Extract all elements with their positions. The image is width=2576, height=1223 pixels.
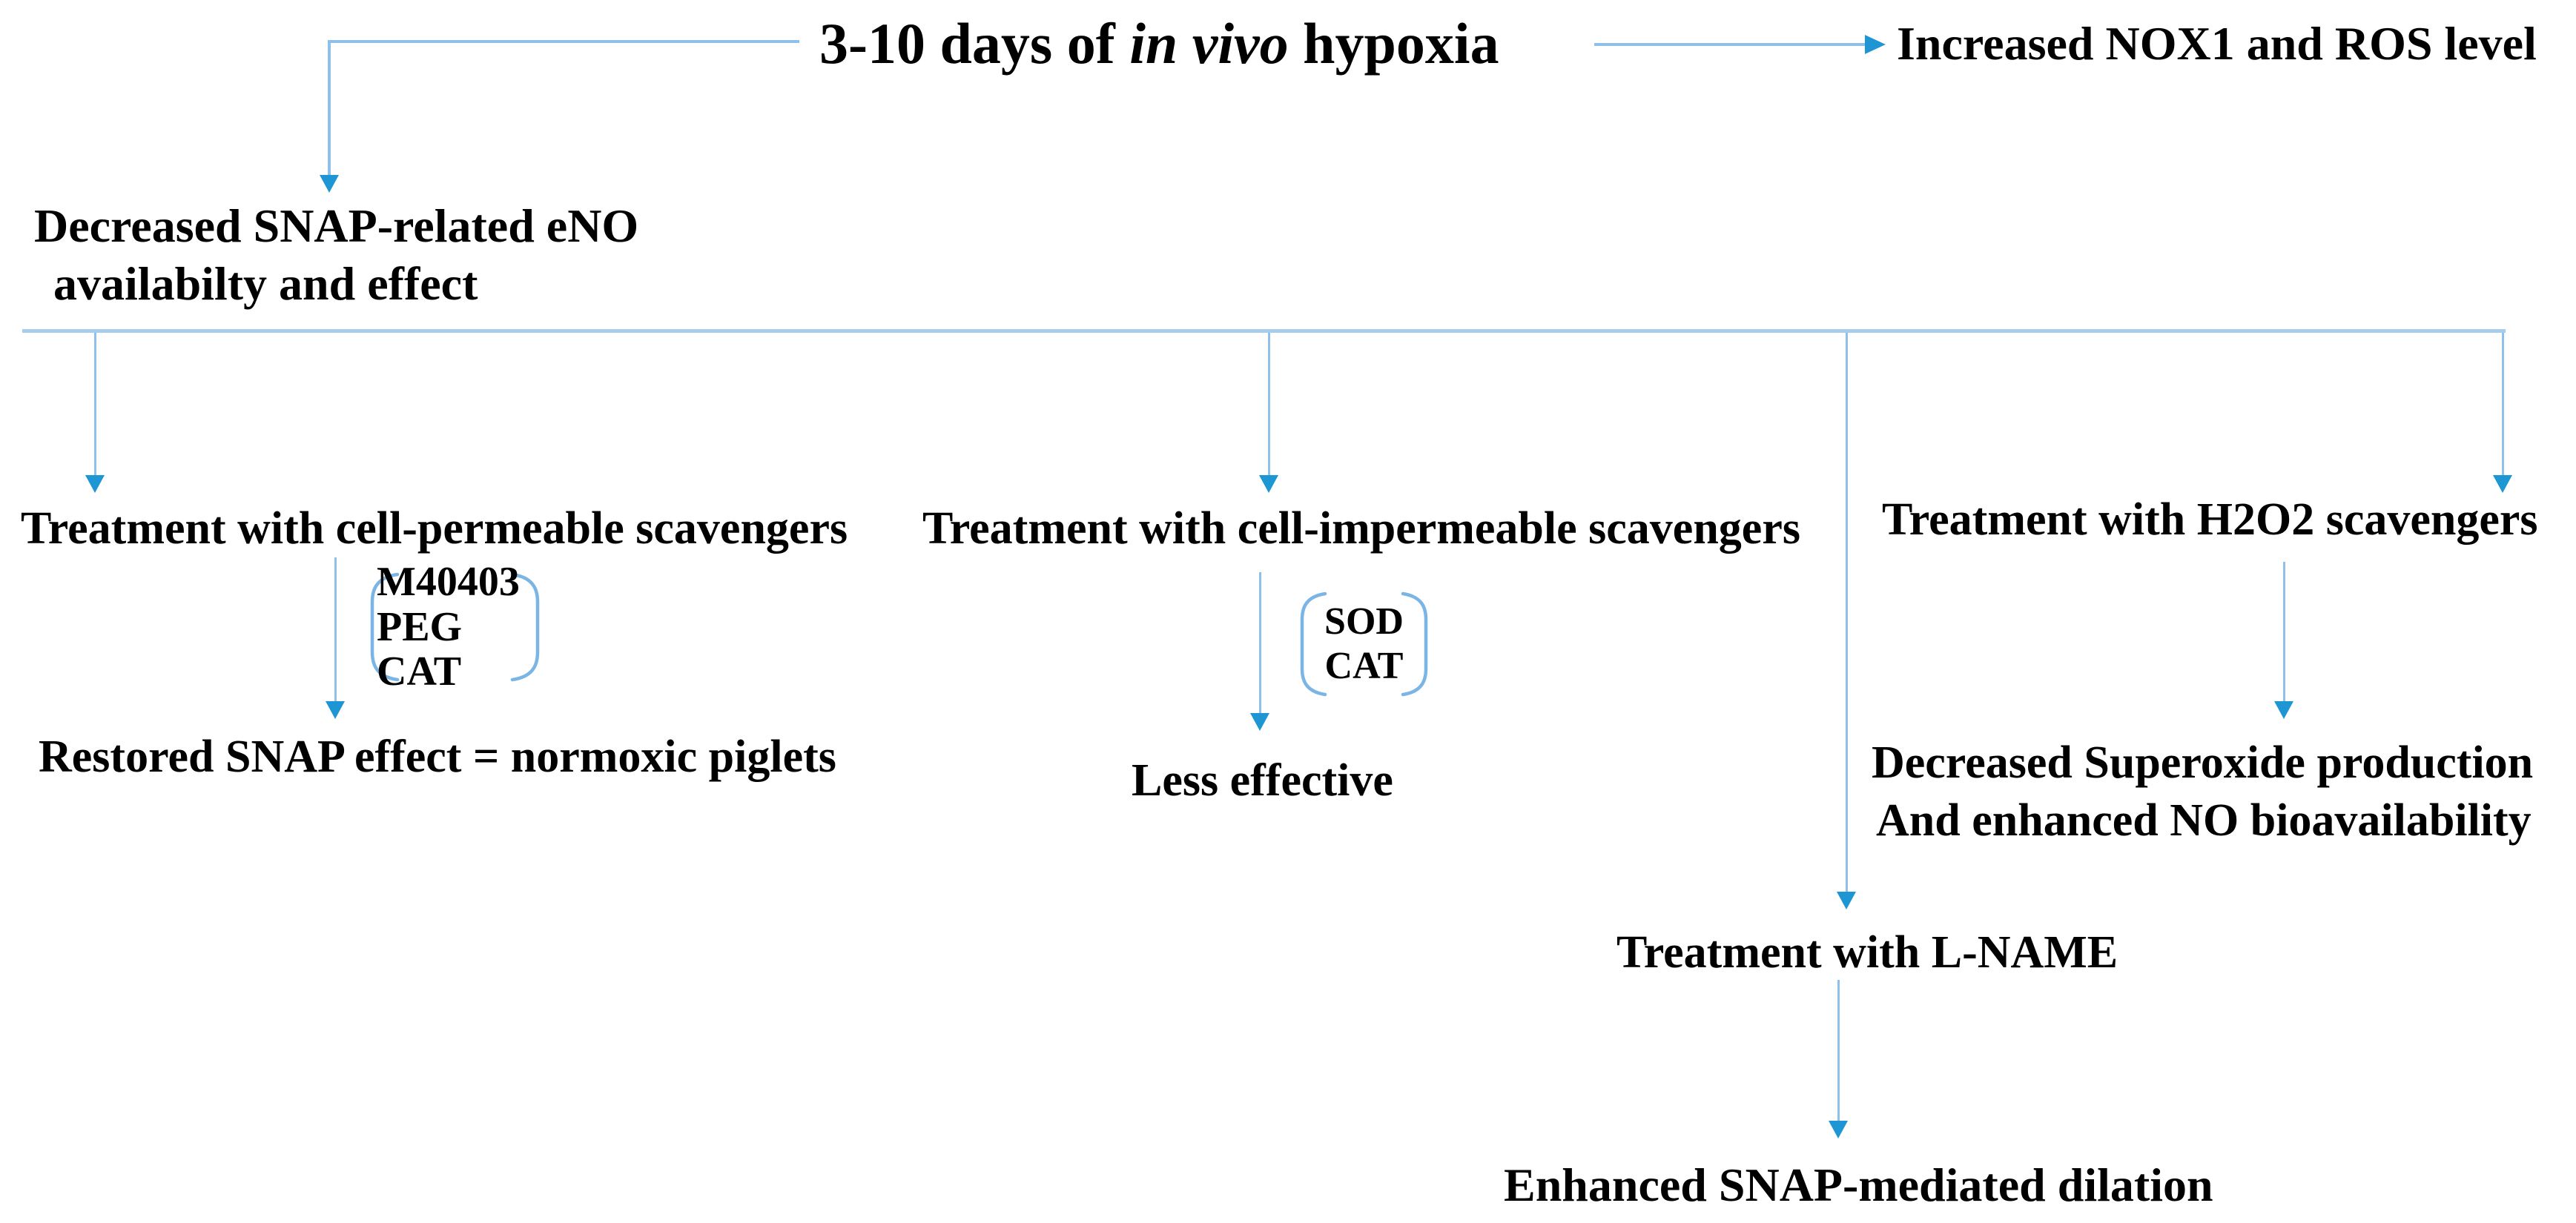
arrowhead-down-icon — [2493, 475, 2512, 493]
node-less-effective: Less effective — [1132, 755, 1393, 806]
connector-drop-h2o2 — [2502, 333, 2504, 477]
node-decreased-snap-line2: availabilty and effect — [53, 257, 478, 310]
bracket-icon — [1300, 591, 1428, 697]
arrowhead-down-icon — [326, 701, 345, 719]
connector-main-horizontal — [22, 329, 2506, 333]
arrowhead-down-icon — [1250, 713, 1269, 731]
arrowhead-down-icon — [85, 475, 105, 493]
node-decreased-snap-line1: Decreased SNAP-related eNO — [34, 199, 639, 252]
title-prefix: 3-10 days of — [819, 11, 1130, 76]
bracket-impermeable-line2: CAT — [1324, 645, 1404, 687]
arrowhead-down-icon — [320, 175, 339, 193]
bracket-impermeable-agents: SOD CAT — [1295, 590, 1433, 698]
bracket-icon — [370, 572, 540, 682]
arrowhead-down-icon — [1259, 475, 1278, 493]
connector-drop-permeable — [94, 333, 96, 477]
bracket-right-icon — [1401, 591, 1428, 697]
arrowhead-right-icon — [1865, 35, 1886, 54]
bracket-permeable-line1: M40403 — [377, 559, 520, 606]
node-restored-snap: Restored SNAP effect = normoxic piglets — [39, 732, 836, 782]
title-italic: in vivo — [1129, 11, 1289, 76]
connector-permeable-result — [334, 557, 337, 703]
node-decreased-superoxide-line2: And enhanced NO bioavailability — [1876, 795, 2532, 846]
connector-title-elbow-horizontal — [328, 40, 799, 43]
bracket-permeable-agents: M40403 PEG CAT — [365, 560, 545, 694]
node-lname: Treatment with L-NAME — [1616, 927, 2118, 978]
bracket-impermeable-line1: SOD — [1324, 600, 1404, 643]
node-h2o2-scavengers: Treatment with H2O2 scavengers — [1882, 494, 2538, 545]
connector-drop-impermeable — [1268, 333, 1270, 477]
arrowhead-down-icon — [1829, 1121, 1848, 1139]
connector-impermeable-result — [1259, 572, 1261, 715]
node-cell-permeable: Treatment with cell-permeable scavengers — [21, 503, 848, 554]
node-enhanced-dilation: Enhanced SNAP-mediated dilation — [1504, 1159, 2213, 1211]
bracket-permeable-line2: PEG CAT — [377, 603, 463, 695]
bracket-right-icon — [510, 572, 540, 682]
bracket-left-icon — [370, 572, 400, 682]
title-suffix: hypoxia — [1288, 11, 1499, 76]
bracket-left-icon — [1300, 591, 1327, 697]
arrowhead-down-icon — [1837, 892, 1856, 909]
node-cell-impermeable: Treatment with cell-impermeable scavenge… — [922, 503, 1800, 554]
arrowhead-down-icon — [2274, 701, 2293, 719]
connector-drop-lname — [1846, 333, 1848, 893]
page-title: 3-10 days of in vivo hypoxia — [819, 10, 1499, 77]
connector-h2o2-result — [2283, 562, 2285, 703]
connector-title-to-nox1 — [1594, 43, 1867, 46]
connector-title-elbow-vertical — [328, 40, 331, 176]
node-increased-nox1: Increased NOX1 and ROS level — [1897, 17, 2537, 70]
node-decreased-superoxide-line1: Decreased Superoxide production — [1872, 738, 2534, 788]
connector-lname-result — [1837, 980, 1840, 1122]
